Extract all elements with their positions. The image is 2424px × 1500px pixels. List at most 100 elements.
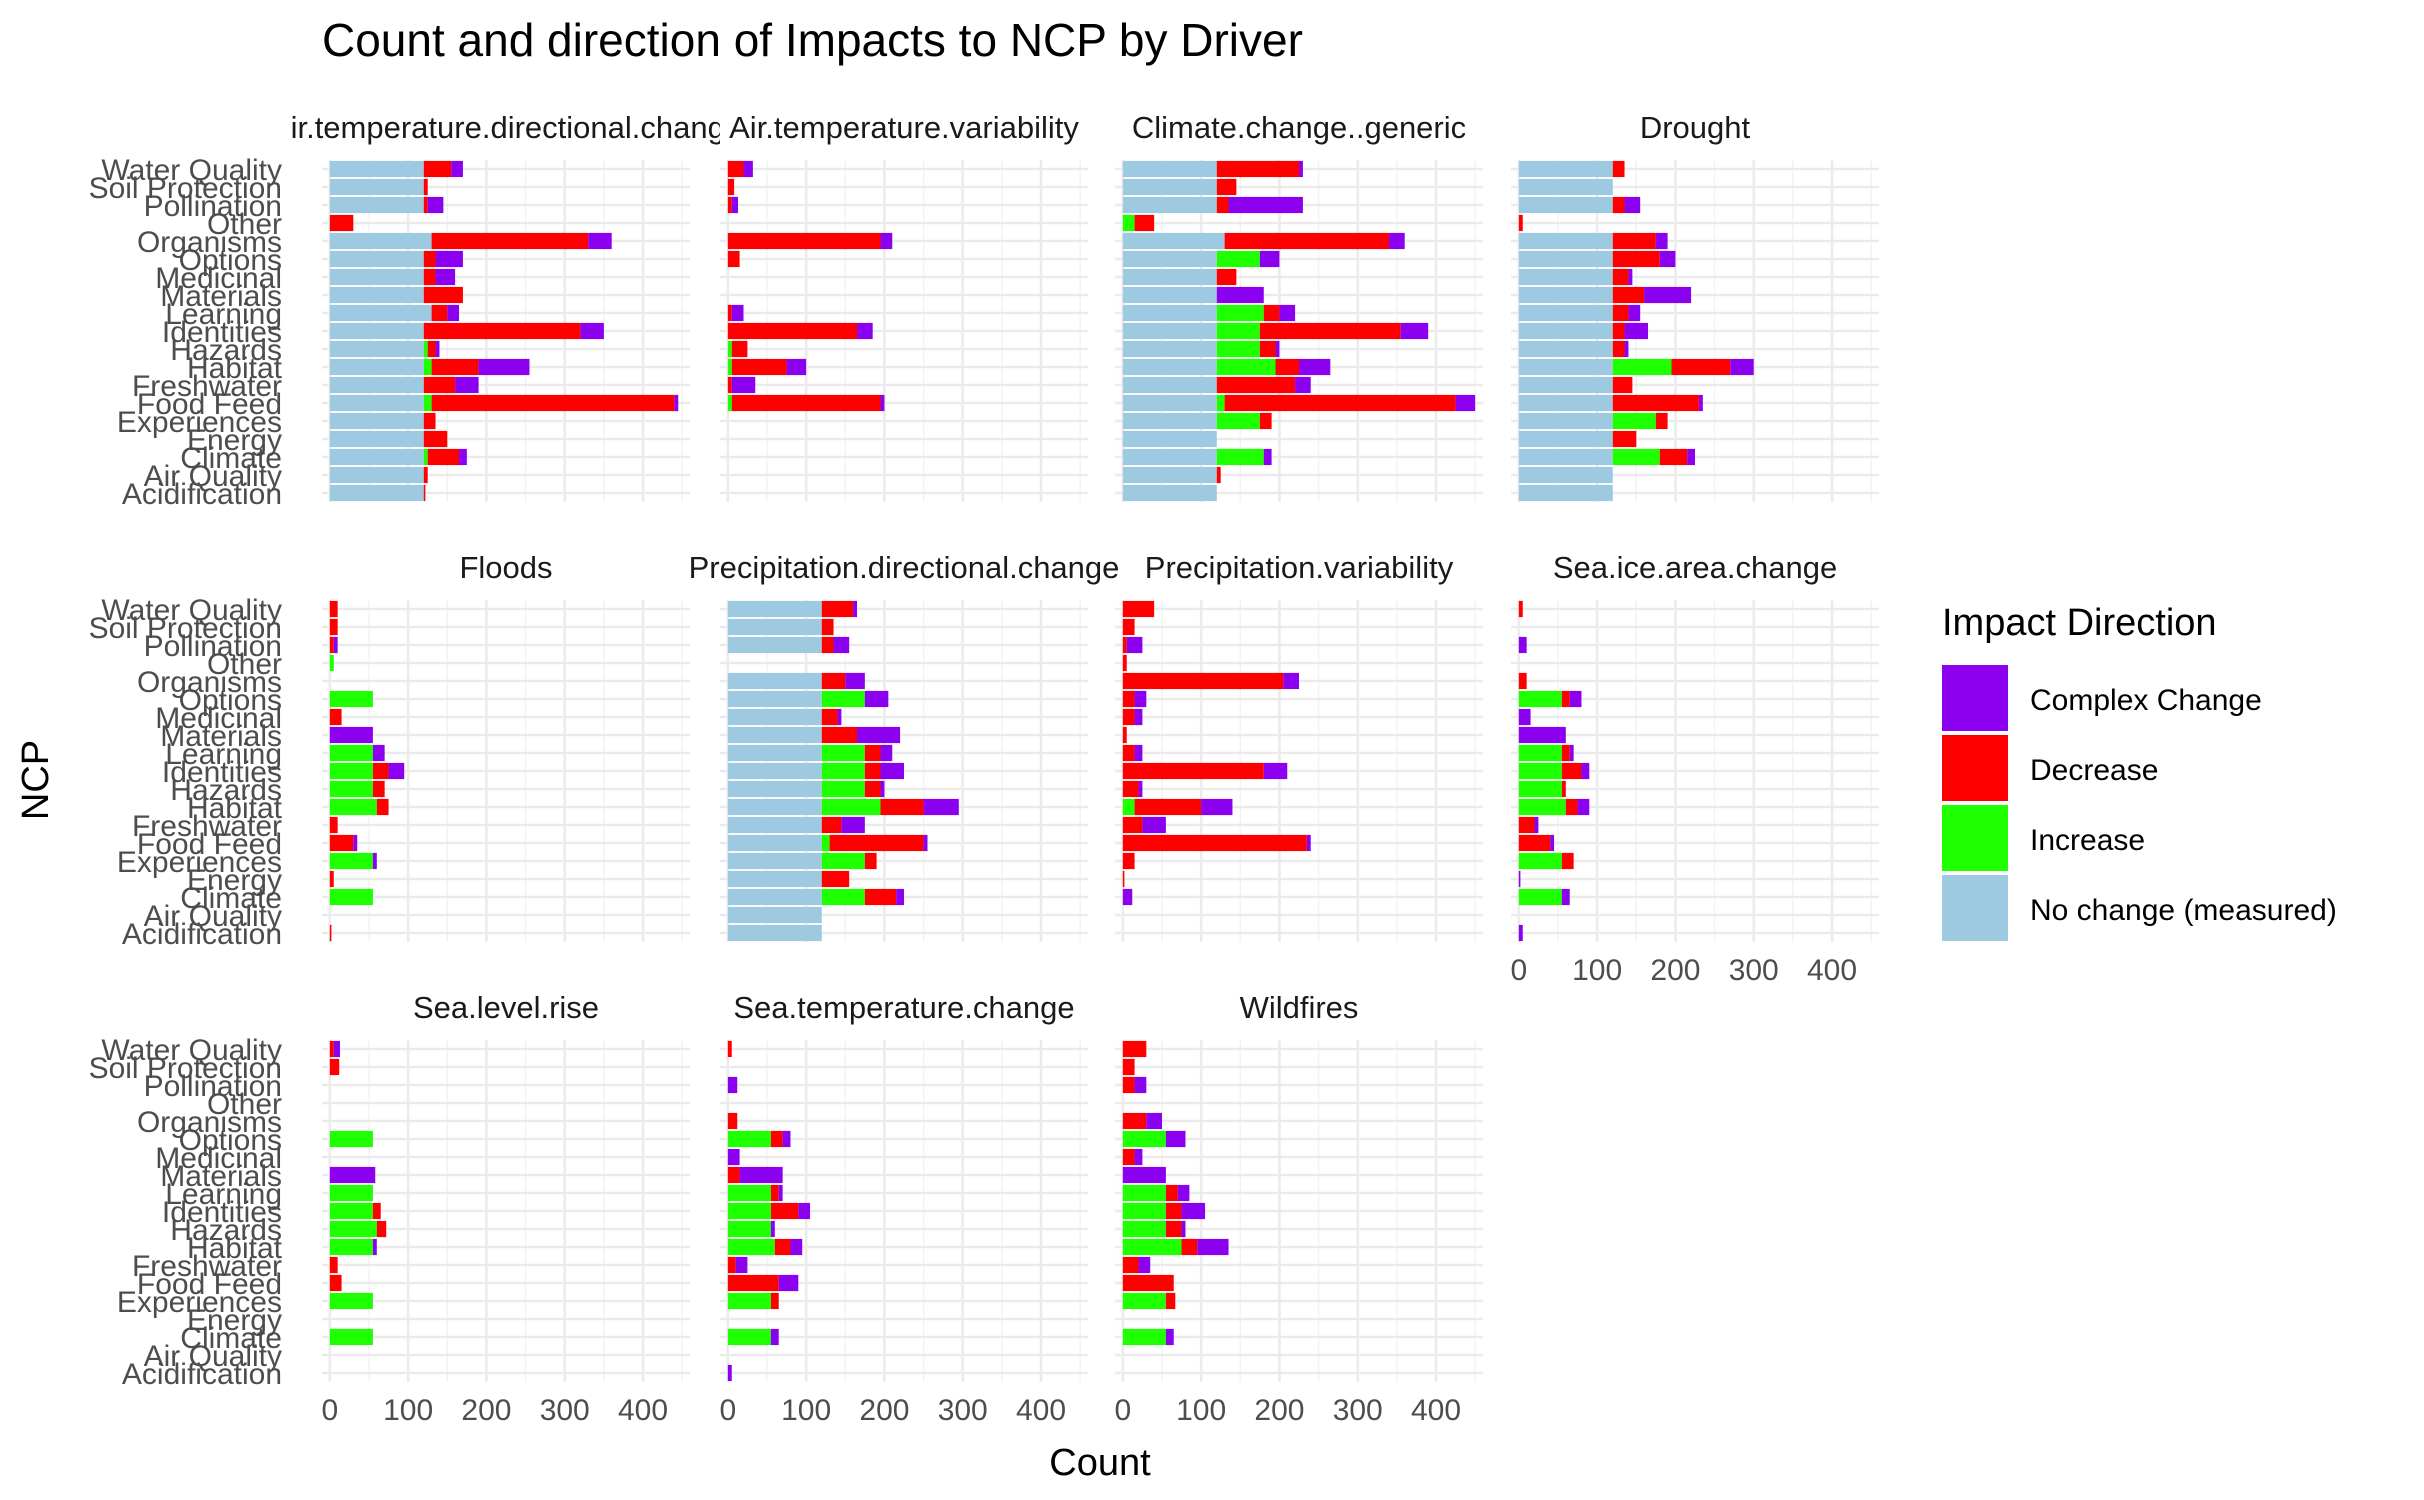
bar-segment [790, 1238, 803, 1256]
bar-segment [1259, 250, 1280, 268]
bar-segment [1612, 322, 1625, 340]
bar-segment [1518, 600, 1523, 618]
bar-segment [329, 448, 424, 466]
bar-segment [1122, 286, 1217, 304]
y-tick-label: Other [207, 1088, 282, 1121]
bar-segment [731, 376, 756, 394]
bar-segment [1224, 394, 1456, 412]
bar-segment [1518, 762, 1562, 780]
bar-segment [1389, 232, 1405, 250]
bar-segment [743, 160, 753, 178]
bar-segment [821, 816, 842, 834]
bar-segment [739, 1166, 783, 1184]
bar-segment [1518, 232, 1613, 250]
bar-segment [864, 744, 881, 762]
bar-segment [1122, 852, 1135, 870]
bar-segment [1122, 232, 1225, 250]
bar-segment [372, 780, 385, 798]
bar-segment [1122, 600, 1155, 618]
legend-swatch-nochange [1942, 875, 2008, 941]
y-tick-label: Organisms [137, 226, 282, 259]
bar-segment [1518, 798, 1566, 816]
facet-strip-title: Air.temperature.variability [729, 110, 1079, 145]
bar-segment [1216, 340, 1260, 358]
bar-segment [727, 178, 735, 196]
facet-strip-title: Drought [1640, 110, 1751, 145]
bar-segment [821, 600, 854, 618]
bar-segment [329, 852, 373, 870]
bar-segment [1216, 268, 1237, 286]
y-tick-label: Identities [162, 756, 282, 789]
bar-segment [372, 762, 389, 780]
bar-segment [1730, 358, 1754, 376]
bar-segment [774, 1238, 791, 1256]
bar-segment [329, 1040, 334, 1058]
y-tick-label: Learning [165, 738, 282, 771]
bar-segment [1122, 708, 1135, 726]
bar-segment [1122, 1040, 1147, 1058]
bar-segment [821, 852, 865, 870]
y-tick-label: Learning [165, 1178, 282, 1211]
x-tick-label: 200 [859, 1394, 909, 1427]
facet-strip-title: Precipitation.directional.change [689, 550, 1120, 585]
bar-segment [923, 834, 928, 852]
bar-segment [1698, 394, 1703, 412]
bar-segment [1122, 304, 1217, 322]
bar-segment [770, 1130, 783, 1148]
y-tick-label: Options [179, 684, 282, 717]
y-tick-label: Habitat [187, 1232, 283, 1265]
x-tick-label: 0 [719, 1394, 736, 1427]
y-tick-label: Habitat [187, 352, 283, 385]
facet-panel: Wildfires 0 100 200 300 400 [1114, 990, 1483, 1427]
bar-segment [727, 888, 822, 906]
bar-segment [1122, 672, 1284, 690]
bar-segment [1279, 304, 1296, 322]
bar-segment [1275, 340, 1280, 358]
bar-segment [1122, 870, 1125, 888]
bar-segment [864, 762, 881, 780]
bar-segment [1122, 1112, 1147, 1130]
bar-segment [1259, 322, 1401, 340]
bar-segment [1275, 358, 1299, 376]
x-tick-label: 400 [1807, 954, 1857, 987]
bar-segment [1122, 726, 1127, 744]
bar-segment [853, 600, 858, 618]
bar-segment [1518, 196, 1613, 214]
facet-panel: Sea.temperature.change 0 100 200 300 400 [719, 990, 1088, 1427]
bar-segment [329, 394, 424, 412]
x-tick-label: 300 [1729, 954, 1779, 987]
bar-segment [821, 888, 865, 906]
bar-segment [1518, 780, 1562, 798]
bar-segment [880, 232, 893, 250]
bar-segment [1612, 286, 1645, 304]
bar-segment [431, 232, 589, 250]
bar-segment [329, 726, 373, 744]
bar-segment [857, 322, 873, 340]
bar-group [1518, 160, 1754, 502]
y-tick-label: Materials [160, 1160, 282, 1193]
bar-segment [727, 636, 822, 654]
bar-segment [1518, 286, 1613, 304]
bar-segment [1518, 250, 1613, 268]
y-tick-label: Soil Protection [89, 1052, 282, 1085]
bar-segment [1122, 358, 1217, 376]
bar-segment [1518, 268, 1613, 286]
y-tick-label: Food Feed [137, 828, 282, 861]
bar-segment [329, 834, 354, 852]
bar-segment [1518, 304, 1613, 322]
facet-strip-title: Sea.ice.area.change [1553, 550, 1837, 585]
bar-segment [821, 762, 865, 780]
legend: Impact Direction Complex Change Decrease… [1942, 602, 2337, 941]
bar-segment [329, 196, 424, 214]
bar-segment [1122, 322, 1217, 340]
bar-segment [1518, 852, 1562, 870]
bar-segment [1299, 160, 1303, 178]
bar-segment [423, 358, 432, 376]
bar-segment [329, 250, 424, 268]
bar-segment [329, 708, 342, 726]
x-tick-label: 300 [1333, 1394, 1383, 1427]
legend-swatch-decrease [1942, 735, 2008, 801]
bar-segment [1518, 924, 1523, 942]
bar-segment [455, 376, 479, 394]
